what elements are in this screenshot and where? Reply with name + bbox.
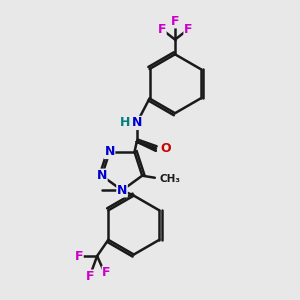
Text: O: O: [160, 142, 171, 155]
Text: F: F: [158, 23, 166, 36]
Text: H: H: [120, 116, 131, 128]
Text: F: F: [102, 266, 111, 279]
Text: F: F: [75, 250, 83, 262]
Text: F: F: [184, 23, 193, 36]
Text: N: N: [97, 169, 107, 182]
Text: N: N: [117, 184, 127, 197]
Text: F: F: [171, 15, 179, 28]
Text: F: F: [85, 270, 94, 283]
Text: N: N: [104, 146, 115, 158]
Text: CH₃: CH₃: [159, 174, 180, 184]
Text: N: N: [132, 116, 142, 129]
